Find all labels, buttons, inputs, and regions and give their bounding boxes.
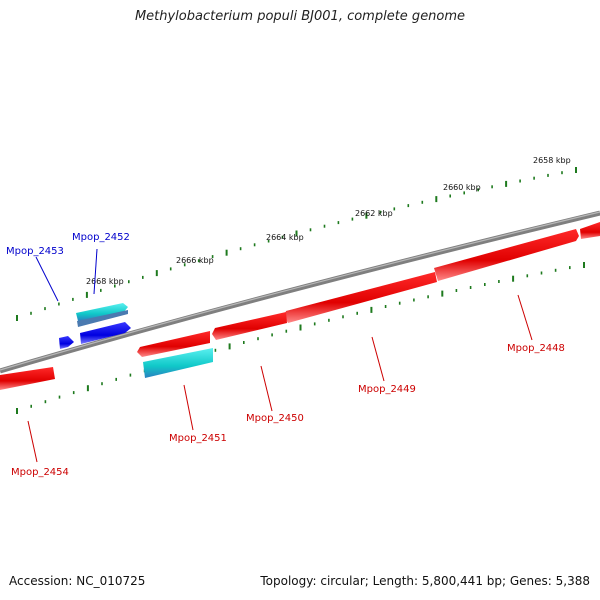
accession-text: Accession: NC_010725: [9, 574, 146, 588]
inner-tick-ring: [16, 262, 585, 414]
map-title: Methylobacterium populi BJ001, complete …: [134, 9, 466, 24]
outer-tick-ring: [16, 167, 577, 321]
leader-line-mpop-2452: [93, 248, 98, 295]
gene-mpop-2451-b[interactable]: [143, 348, 213, 378]
leader-line-mpop-2448: [517, 294, 533, 341]
gene-mpop-2451[interactable]: [137, 331, 210, 357]
leader-line-mpop-2450: [260, 365, 273, 412]
gene-mpop-2452[interactable]: [76, 303, 128, 327]
gene-mpop-2452-b[interactable]: [80, 322, 131, 344]
gene-label[interactable]: Mpop_2454: [11, 467, 69, 478]
gene-mpop-2453[interactable]: [59, 336, 74, 349]
gene-label[interactable]: Mpop_2451: [169, 433, 227, 444]
gene-mpop-2448[interactable]: [434, 222, 600, 281]
leader-line-mpop-2451: [183, 384, 194, 431]
leader-line-mpop-2453: [35, 256, 59, 302]
leader-line-mpop-2449: [371, 336, 385, 382]
scale-label: 2660 kbp: [443, 183, 481, 192]
scale-label: 2666 kbp: [176, 256, 214, 265]
leader-line-mpop-2454: [27, 420, 38, 463]
genome-summary: Topology: circular; Length: 5,800,441 bp…: [260, 574, 590, 588]
scale-label: 2662 kbp: [355, 209, 393, 218]
scale-label: 2668 kbp: [86, 277, 124, 286]
gene-label[interactable]: Mpop_2453: [6, 246, 64, 257]
gene-label[interactable]: Mpop_2450: [246, 413, 304, 424]
scale-label: 2664 kbp: [266, 233, 304, 242]
gene-mpop-2450[interactable]: [212, 312, 287, 340]
genome-backbone: [0, 210, 600, 374]
gene-label[interactable]: Mpop_2452: [72, 232, 130, 243]
scale-label: 2658 kbp: [533, 156, 571, 165]
gene-label[interactable]: Mpop_2449: [358, 384, 416, 395]
gene-mpop-2454[interactable]: [0, 367, 55, 390]
gene-label[interactable]: Mpop_2448: [507, 343, 565, 354]
gene-mpop-2449[interactable]: [284, 272, 437, 323]
genome-backbone-highlight: [0, 211, 600, 371]
